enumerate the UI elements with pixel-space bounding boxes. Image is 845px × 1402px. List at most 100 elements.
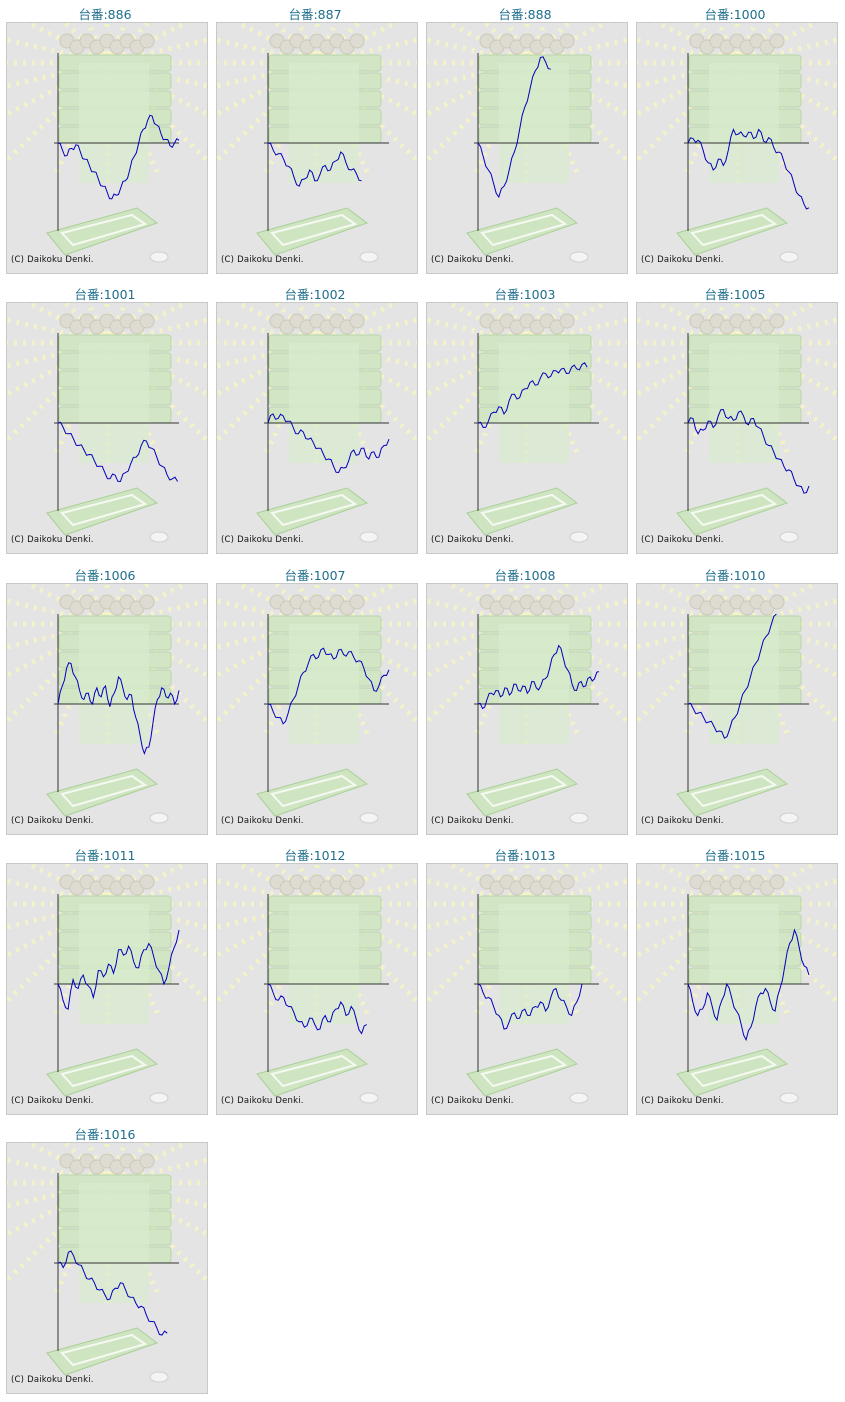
background-tray-inner — [690, 1054, 778, 1088]
background-ball — [139, 313, 155, 329]
background-cup — [359, 812, 379, 824]
series-line — [687, 128, 810, 210]
background-ball — [559, 594, 575, 610]
chart-cell: 台番:1008 (C) Daikoku Denki. — [420, 561, 630, 841]
background-tray-inner — [480, 213, 568, 247]
background-tray-inner — [270, 493, 358, 527]
series-line — [57, 114, 180, 200]
chart-panel: (C) Daikoku Denki. — [216, 302, 418, 554]
background-tray — [256, 487, 369, 536]
series-line — [687, 408, 810, 494]
background-illustration — [637, 584, 837, 824]
background-ball — [559, 874, 575, 890]
background-illustration — [7, 864, 207, 1104]
background-box-body — [79, 63, 149, 183]
series-line — [477, 983, 583, 1030]
series-line — [57, 662, 180, 756]
chart-title[interactable]: 台番:1010 — [704, 568, 766, 583]
series-line — [687, 928, 810, 1042]
background-tray-inner — [60, 1054, 148, 1088]
chart-title[interactable]: 台番:1012 — [284, 848, 346, 863]
chart-title[interactable]: 台番:1016 — [74, 1127, 136, 1142]
slump-graph — [264, 333, 390, 511]
chart-panel: (C) Daikoku Denki. — [6, 22, 208, 274]
chart-title[interactable]: 台番:1002 — [284, 287, 346, 302]
chart-title[interactable]: 台番:887 — [288, 7, 342, 22]
slump-graph — [264, 614, 390, 792]
background-box-body — [499, 343, 569, 463]
background-cup — [149, 812, 169, 824]
background-ball — [349, 313, 365, 329]
background-box-body — [79, 624, 149, 744]
background-tray — [46, 207, 159, 256]
background-tray-inner — [690, 774, 778, 808]
chart-title[interactable]: 台番:1013 — [494, 848, 556, 863]
copyright-text: (C) Daikoku Denki. — [641, 535, 724, 545]
chart-title[interactable]: 台番:1011 — [74, 848, 136, 863]
background-tray-inner — [60, 213, 148, 247]
background-box-body — [709, 63, 779, 183]
chart-title[interactable]: 台番:1006 — [74, 568, 136, 583]
background-illustration — [7, 584, 207, 824]
series-line — [57, 929, 180, 1011]
background-box-body — [289, 904, 359, 1024]
background-cup — [359, 531, 379, 543]
background-ball — [769, 874, 785, 890]
chart-panel: (C) Daikoku Denki. — [6, 583, 208, 835]
background-tray — [466, 1048, 579, 1097]
background-cup — [569, 251, 589, 263]
slump-graph — [54, 1173, 179, 1351]
copyright-text: (C) Daikoku Denki. — [641, 255, 724, 265]
slump-graph — [684, 333, 810, 511]
slump-graph — [474, 333, 599, 511]
slump-graph — [264, 53, 389, 231]
series-line — [477, 644, 600, 710]
background-ball — [769, 594, 785, 610]
background-ball — [139, 594, 155, 610]
chart-title[interactable]: 台番:1003 — [494, 287, 556, 302]
background-box-body — [709, 624, 779, 744]
copyright-text: (C) Daikoku Denki. — [11, 1096, 94, 1106]
chart-title[interactable]: 台番:1015 — [704, 848, 766, 863]
chart-cell: 台番:887 (C) Daikoku Denki. — [210, 0, 420, 280]
background-illustration — [217, 864, 417, 1104]
slump-graph — [684, 53, 810, 231]
background-tray — [466, 207, 579, 256]
background-cup — [569, 1092, 589, 1104]
background-illustration — [7, 1143, 207, 1383]
background-illustration — [7, 303, 207, 543]
chart-title[interactable]: 台番:1000 — [704, 7, 766, 22]
copyright-text: (C) Daikoku Denki. — [11, 535, 94, 545]
series-line — [267, 647, 390, 725]
chart-title[interactable]: 台番:886 — [78, 7, 132, 22]
background-tray — [676, 768, 789, 817]
series-line — [267, 142, 362, 187]
chart-panel: (C) Daikoku Denki. — [426, 863, 628, 1115]
slump-graph — [54, 894, 180, 1072]
background-ball — [559, 33, 575, 49]
background-tray-inner — [690, 493, 778, 527]
chart-cell: 台番:1003 (C) Daikoku Denki. — [420, 280, 630, 560]
background-tray-inner — [270, 774, 358, 808]
background-tray-inner — [480, 493, 568, 527]
background-box-body — [709, 343, 779, 463]
chart-title[interactable]: 台番:888 — [498, 7, 552, 22]
chart-title[interactable]: 台番:1005 — [704, 287, 766, 302]
background-tray — [676, 1048, 789, 1097]
background-ball — [769, 33, 785, 49]
background-illustration — [7, 23, 207, 263]
background-tray — [466, 768, 579, 817]
background-tray-inner — [60, 774, 148, 808]
background-cup — [569, 812, 589, 824]
chart-title[interactable]: 台番:1008 — [494, 568, 556, 583]
chart-title[interactable]: 台番:1007 — [284, 568, 346, 583]
series-line — [687, 613, 777, 739]
chart-panel: (C) Daikoku Denki. — [426, 22, 628, 274]
slump-graph — [54, 333, 179, 511]
slump-graph — [474, 53, 599, 231]
chart-cell: 台番:1012 (C) Daikoku Denki. — [210, 841, 420, 1121]
copyright-text: (C) Daikoku Denki. — [221, 255, 304, 265]
background-box-body — [79, 904, 149, 1024]
background-illustration — [427, 864, 627, 1104]
chart-title[interactable]: 台番:1001 — [74, 287, 136, 302]
